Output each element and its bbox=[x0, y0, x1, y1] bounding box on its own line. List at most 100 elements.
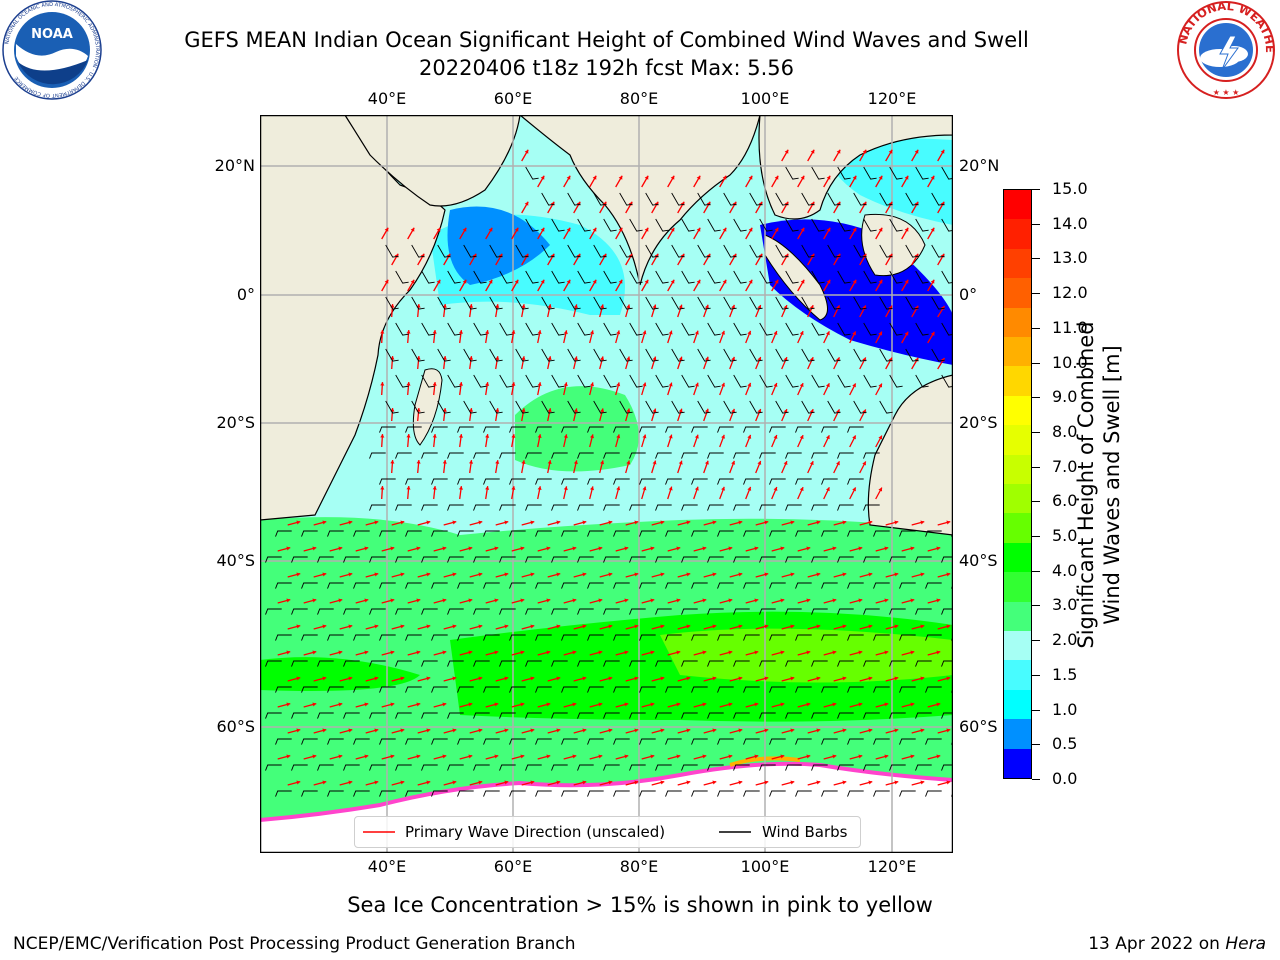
wave-arrow-head bbox=[364, 598, 369, 603]
wave-arrow-head bbox=[884, 598, 889, 603]
wind-barb bbox=[863, 374, 877, 388]
wave-arrow-head bbox=[754, 754, 759, 759]
wind-barb bbox=[525, 660, 542, 667]
wave-arrow-head bbox=[904, 227, 909, 232]
wave-arrow-head bbox=[442, 598, 447, 603]
wave-arrow-head bbox=[537, 434, 542, 439]
wind-barb bbox=[655, 504, 672, 511]
wind-barb bbox=[691, 738, 708, 745]
wind-barb bbox=[437, 244, 451, 258]
wind-barb bbox=[811, 166, 825, 180]
wave-arrow-head bbox=[468, 546, 473, 551]
wind-barb bbox=[785, 270, 799, 284]
wind-barb bbox=[707, 660, 724, 667]
wind-barb bbox=[645, 244, 659, 258]
wave-arrow-head bbox=[400, 572, 405, 577]
wave-arrow-head bbox=[442, 460, 447, 464]
wave-arrow-head bbox=[806, 754, 811, 759]
wind-barb bbox=[411, 348, 425, 362]
wind-barb bbox=[353, 790, 370, 797]
wind-barb bbox=[593, 400, 607, 414]
wave-arrow-head bbox=[530, 780, 535, 785]
wind-barb bbox=[317, 764, 334, 771]
wind-barb bbox=[645, 192, 659, 206]
wind-barb bbox=[463, 296, 477, 310]
wind-barb bbox=[603, 712, 620, 719]
wind-barb bbox=[457, 738, 474, 745]
wave-arrow-head bbox=[852, 383, 856, 388]
wave-arrow-head bbox=[738, 676, 743, 681]
wind-barb bbox=[733, 764, 750, 771]
wave-arrow-head bbox=[920, 676, 925, 681]
wind-barb bbox=[889, 608, 906, 615]
wave-arrow-head bbox=[712, 520, 717, 525]
wind-barb bbox=[457, 686, 474, 693]
wave-arrow-head bbox=[694, 486, 699, 491]
wind-barb bbox=[447, 556, 464, 563]
wind-barb bbox=[889, 712, 906, 719]
wind-barb bbox=[769, 426, 786, 433]
wave-arrow-head bbox=[537, 486, 542, 491]
wave-arrow-head bbox=[910, 702, 915, 707]
wind-barb bbox=[457, 478, 474, 485]
wind-barb bbox=[931, 192, 945, 206]
wave-arrow-head bbox=[572, 754, 577, 759]
wind-barb bbox=[665, 582, 682, 589]
wave-band-4m-west bbox=[260, 657, 420, 691]
wind-barb bbox=[733, 452, 750, 459]
wind-barb bbox=[551, 504, 568, 511]
colorbar-tick bbox=[1032, 709, 1040, 711]
wind-barb bbox=[395, 608, 412, 615]
wave-arrow-head bbox=[704, 460, 709, 465]
colorbar-title-line1: Significant Height of Combined bbox=[1074, 321, 1098, 649]
wind-barb bbox=[655, 270, 669, 284]
wind-barb bbox=[769, 686, 786, 693]
wave-arrow-head bbox=[780, 754, 785, 759]
wind-barb bbox=[567, 400, 581, 414]
wave-arrow-head bbox=[722, 175, 727, 180]
wind-barb bbox=[421, 374, 435, 388]
wave-arrow-head bbox=[842, 572, 847, 577]
wind-barb bbox=[707, 504, 724, 511]
wind-barb bbox=[655, 764, 672, 771]
colorbar-label: 0.5 bbox=[1052, 734, 1078, 754]
wave-arrow-head bbox=[458, 434, 463, 438]
wave-arrow-head bbox=[520, 650, 525, 655]
wind-barb bbox=[613, 686, 630, 693]
wind-barb bbox=[561, 478, 578, 485]
wave-arrow-head bbox=[338, 598, 343, 603]
wave-arrow-head bbox=[504, 780, 509, 785]
wind-barb bbox=[853, 296, 867, 310]
wave-arrow-head bbox=[485, 330, 490, 334]
wave-arrow-head bbox=[884, 546, 889, 551]
wind-barb bbox=[353, 634, 370, 641]
wind-barb bbox=[353, 686, 370, 693]
wind-barb bbox=[421, 556, 438, 563]
wind-barb bbox=[801, 400, 815, 414]
wave-arrow-head bbox=[784, 149, 789, 154]
wave-arrow-head bbox=[702, 598, 707, 603]
wind-barb bbox=[655, 218, 669, 232]
wave-arrow-head bbox=[390, 598, 395, 603]
colorbar-segment bbox=[1004, 572, 1031, 603]
wind-barb bbox=[567, 296, 581, 310]
wind-barb bbox=[847, 790, 864, 797]
wind-barb bbox=[275, 686, 292, 693]
lat-tick-right-0: 0° bbox=[959, 285, 978, 304]
wind-barb bbox=[827, 348, 841, 362]
wind-barb bbox=[473, 322, 487, 336]
wind-barb bbox=[665, 426, 682, 433]
colorbar-label: 9.0 bbox=[1052, 387, 1078, 407]
wind-barb bbox=[473, 712, 490, 719]
wind-barb bbox=[301, 686, 318, 693]
wind-barb bbox=[915, 608, 932, 615]
wave-arrow-head bbox=[920, 572, 925, 577]
wave-arrow-head bbox=[764, 624, 769, 629]
wave-arrow-head bbox=[494, 702, 499, 707]
generation-date-text: 13 Apr 2022 on bbox=[1088, 934, 1226, 954]
wave-arrow-head bbox=[384, 279, 389, 284]
wave-arrow-head bbox=[494, 598, 499, 603]
wave-arrow-head bbox=[660, 780, 665, 785]
wave-arrow-head bbox=[721, 434, 725, 439]
lat-tick-right-60s: 60°S bbox=[959, 717, 998, 736]
